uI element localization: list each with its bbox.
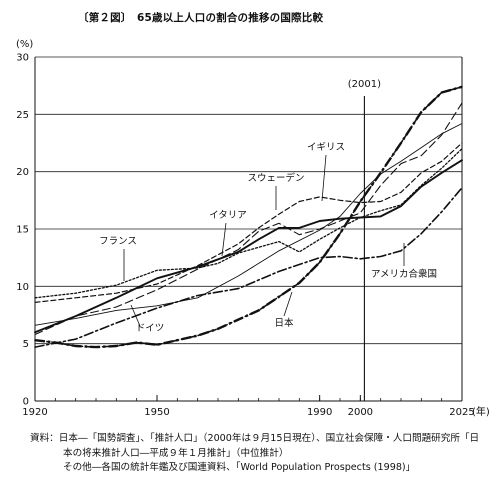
source-line-3: その他―各国の統計年鑑及び国連資料、「World Population Pros… bbox=[63, 462, 416, 473]
chart-title: 〔第２図〕 65歳以上人口の割合の推移の国際比較 bbox=[78, 12, 324, 24]
y-tick-label-20: 20 bbox=[16, 167, 29, 178]
series-label-leader-3 bbox=[321, 154, 327, 202]
y-tick-label-0: 0 bbox=[23, 397, 29, 408]
series-label-3: イギリス bbox=[307, 142, 345, 153]
y-tick-label-30: 30 bbox=[16, 53, 29, 64]
series-line-1 bbox=[34, 186, 463, 348]
series-label-2: スウェーデン bbox=[247, 172, 304, 184]
series-label-leader-5 bbox=[283, 291, 293, 317]
source-line-2: 本の将来推計人口―平成９年１月推計」（中位推計） bbox=[63, 447, 289, 459]
x-tick-label-2000: 2000 bbox=[348, 407, 373, 418]
series-line-5 bbox=[34, 142, 463, 303]
series-label-0: フランス bbox=[99, 236, 137, 247]
reference-line-label: (2001) bbox=[348, 79, 381, 90]
series-line-3 bbox=[34, 102, 463, 336]
x-tick-label-1950: 1950 bbox=[144, 407, 169, 418]
series-label-5: 日本 bbox=[274, 317, 294, 329]
y-tick-label-15: 15 bbox=[16, 225, 29, 236]
y-unit-label: (%) bbox=[16, 39, 33, 50]
source-notes: 資料：日本―「国勢調査」、「推計人口」（2000年は９月15日現在）、国立社会保… bbox=[30, 432, 498, 476]
x-unit-label: (年) bbox=[472, 405, 490, 418]
series-line-japan-emphasis bbox=[34, 85, 463, 349]
x-tick-label-2025: 2025 bbox=[449, 407, 474, 418]
series-line-4 bbox=[34, 123, 463, 326]
series-line-6 bbox=[34, 159, 463, 334]
source-line-1: 資料：日本―「国勢調査」、「推計人口」（2000年は９月15日現在）、国立社会保… bbox=[30, 433, 480, 444]
series-label-leader-4 bbox=[130, 304, 141, 327]
x-tick-label-1920: 1920 bbox=[22, 407, 47, 418]
series-lines bbox=[34, 85, 463, 349]
series-label-6: アメリカ合衆国 bbox=[371, 268, 437, 280]
grid-lines bbox=[35, 56, 462, 345]
series-label-leader-1 bbox=[221, 222, 227, 257]
series-line-0 bbox=[34, 86, 463, 348]
series-label-4: ドイツ bbox=[136, 323, 165, 334]
y-tick-label-5: 5 bbox=[23, 339, 29, 350]
y-tick-label-10: 10 bbox=[16, 282, 29, 293]
y-tick-label-25: 25 bbox=[16, 110, 29, 121]
series-label-1: イタリア bbox=[209, 210, 247, 221]
x-tick-label-1990: 1990 bbox=[307, 407, 332, 418]
